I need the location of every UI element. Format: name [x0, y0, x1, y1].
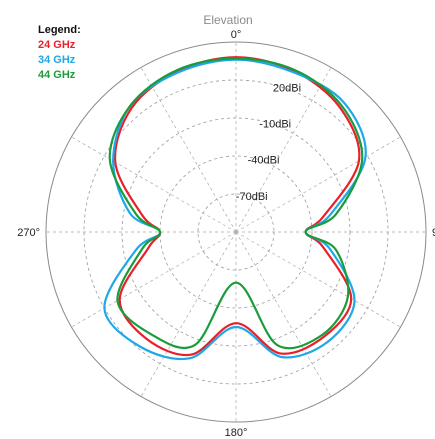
trace-point-1-9 — [280, 356, 283, 358]
trace-point-1-12 — [139, 345, 141, 348]
trace-point-1-17 — [112, 160, 114, 163]
grid-spoke-300 — [71, 136, 237, 233]
trace-point-0-12 — [145, 337, 148, 340]
legend: Legend: 24 GHz 34 GHz 44 GHz — [38, 24, 81, 81]
trace-point-0-3 — [358, 160, 360, 163]
grid-spoke-240 — [71, 231, 237, 328]
traces — [103, 56, 367, 361]
trace-point-2-8 — [321, 334, 324, 336]
trace-point-1-10 — [235, 326, 237, 328]
trace-point-2-2 — [340, 105, 343, 107]
trace-point-1-3 — [364, 156, 367, 159]
grid — [45, 41, 427, 423]
trace-point-1-16 — [129, 212, 131, 215]
trace-point-2-9 — [276, 344, 279, 346]
legend-entry-24ghz: 24 GHz — [38, 39, 76, 51]
trace-point-1-2 — [343, 102, 346, 104]
trace-point-0-14 — [147, 246, 150, 249]
grid-ring-0 — [45, 41, 427, 423]
trace-point-0-6 — [322, 246, 325, 249]
trace-point-1-13 — [103, 307, 106, 309]
trace-point-2-17 — [108, 158, 111, 161]
trace-point-2-16 — [135, 213, 138, 216]
trace-point-2-4 — [334, 213, 337, 216]
trace-point-0-18 — [130, 106, 133, 109]
trace-point-0-13 — [118, 298, 121, 300]
ring-label-3: -70dBi — [236, 191, 268, 203]
angle-label-0: 0° — [231, 29, 242, 41]
ring-label-1: -10dBi — [259, 119, 291, 131]
trace-point-1-7 — [353, 299, 356, 302]
grid-ring-3 — [159, 155, 313, 309]
trace-point-2-11 — [193, 344, 196, 346]
legend-entry-34ghz: 34 GHz — [38, 54, 76, 66]
trace-point-0-11 — [190, 353, 193, 356]
trace-point-1-14 — [135, 248, 138, 251]
legend-entry-44ghz: 44 GHz — [38, 69, 76, 81]
trace-point-2-14 — [141, 247, 144, 250]
ring-label-0: 20dBi — [273, 82, 301, 94]
trace-point-0-4 — [322, 215, 325, 218]
chart-title: Elevation — [203, 13, 252, 27]
grid-spoke-330 — [140, 67, 237, 233]
trace-point-2-0 — [235, 57, 237, 60]
grid-spoke-150 — [235, 231, 332, 397]
trace-point-2-3 — [361, 158, 364, 161]
trace-point-2-6 — [334, 248, 337, 251]
trace-point-1-11 — [189, 357, 192, 360]
grid-spoke-60 — [235, 136, 401, 233]
trace-point-0-10 — [235, 322, 237, 325]
trace-point-2-15 — [159, 231, 161, 233]
grid-spoke-210 — [140, 231, 237, 397]
trace-point-1-8 — [327, 340, 329, 343]
trace-point-1-4 — [328, 214, 331, 217]
ring-label-2: -40dBi — [248, 155, 280, 167]
trace-point-0-2 — [339, 106, 342, 109]
trace-point-2-12 — [149, 333, 152, 335]
trace-point-1-1 — [293, 71, 295, 74]
grid-spoke-30 — [235, 67, 332, 233]
trace-point-0-16 — [141, 214, 144, 217]
trace-point-1-19 — [177, 71, 179, 74]
grid-spoke-120 — [235, 231, 401, 328]
angle-label-90: 90 — [432, 227, 435, 239]
trace-point-2-18 — [129, 105, 132, 107]
angle-label-180: 180° — [225, 427, 248, 439]
trace-point-2-7 — [347, 295, 349, 298]
trace-point-0-7 — [350, 297, 353, 300]
trace-point-0-9 — [279, 352, 282, 355]
labels: 0° 90 180° 270° 20dBi -10dBi -40dBi -70dBi — [17, 29, 435, 439]
trace-point-2-19 — [176, 69, 179, 71]
trace-point-1-6 — [328, 247, 331, 250]
trace-point-2-10 — [235, 281, 237, 284]
legend-title: Legend: — [38, 24, 81, 36]
angle-label-270: 270° — [17, 227, 40, 239]
trace-point-2-13 — [116, 299, 119, 302]
trace-point-2-5 — [304, 231, 307, 233]
trace-point-0-8 — [323, 335, 325, 338]
trace-point-2-1 — [294, 69, 296, 71]
trace-point-0-17 — [114, 161, 117, 164]
